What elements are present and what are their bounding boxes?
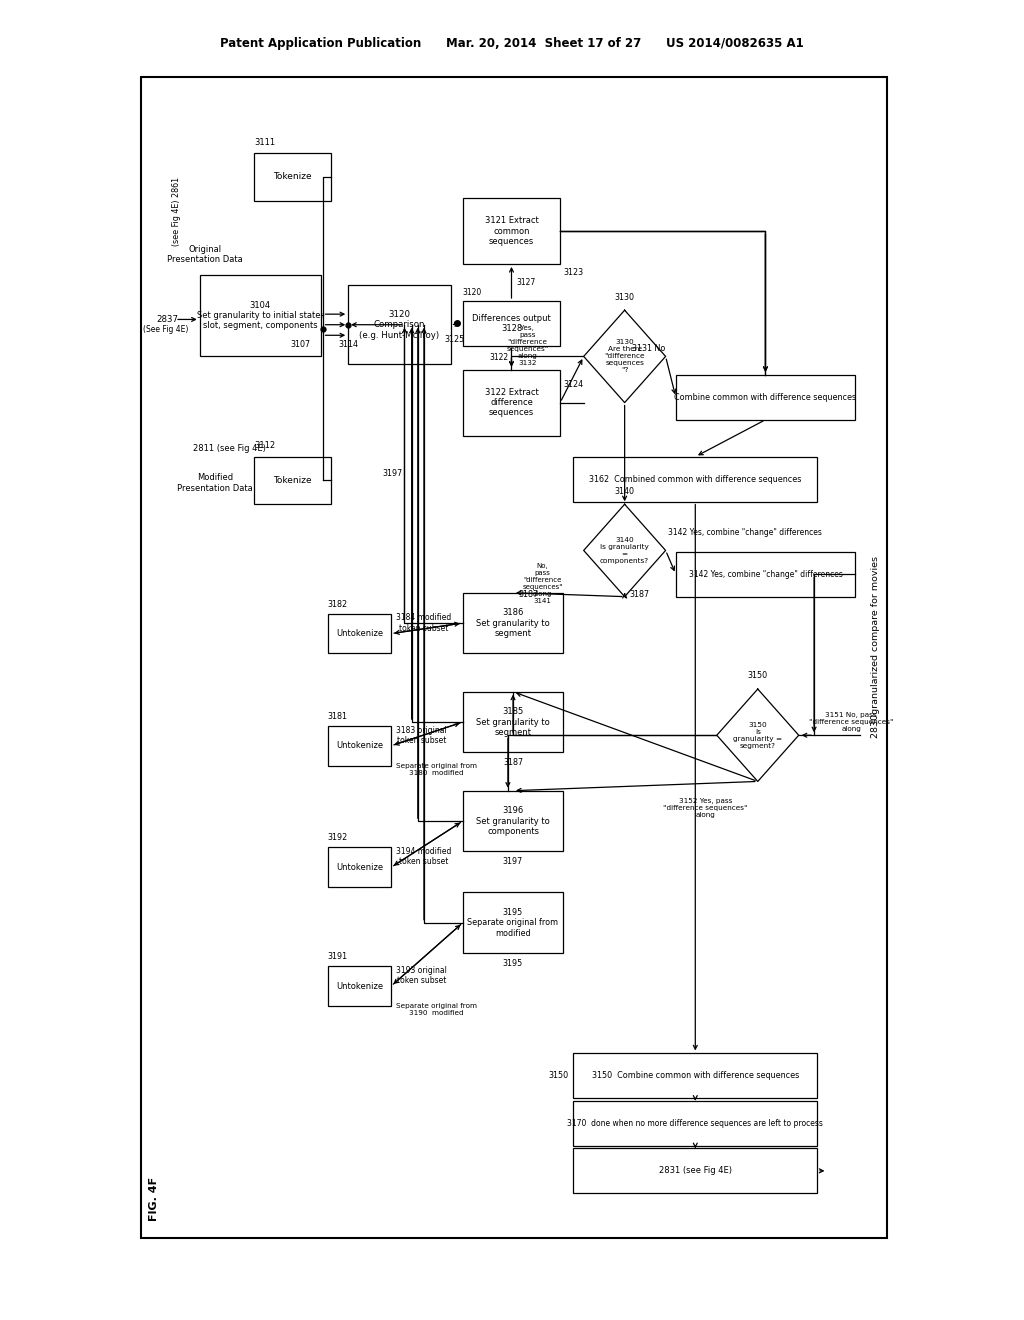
- Bar: [573, 1101, 817, 1146]
- Text: 3112: 3112: [254, 441, 275, 450]
- Text: 2837: 2837: [156, 315, 178, 323]
- Text: 2811 (see Fig 4E): 2811 (see Fig 4E): [193, 445, 265, 453]
- Text: Tokenize: Tokenize: [273, 173, 311, 181]
- Text: 3131 No: 3131 No: [632, 345, 666, 352]
- Text: 3140
Is granularity
=
components?: 3140 Is granularity = components?: [600, 537, 649, 564]
- Text: Untokenize: Untokenize: [336, 982, 383, 990]
- Text: 3125: 3125: [444, 335, 465, 343]
- Text: Separate original from
3190  modified: Separate original from 3190 modified: [396, 1003, 477, 1016]
- Text: 3183 original
token subset: 3183 original token subset: [396, 726, 447, 744]
- Text: Untokenize: Untokenize: [336, 630, 383, 638]
- Text: 3104
Set granularity to initial state:
slot, segment, components: 3104 Set granularity to initial state: s…: [197, 301, 324, 330]
- Text: 3107: 3107: [290, 341, 310, 348]
- Text: 3193 original
token subset: 3193 original token subset: [396, 966, 447, 985]
- Text: 3150
Is
granularity =
segment?: 3150 Is granularity = segment?: [733, 722, 782, 748]
- Bar: [141, 77, 887, 1238]
- Text: Separate original from
3180  modified: Separate original from 3180 modified: [396, 763, 477, 776]
- Text: 3152 Yes, pass
"difference sequences"
along: 3152 Yes, pass "difference sequences" al…: [663, 797, 748, 818]
- Bar: [254, 153, 331, 201]
- Text: 3120
Comparison
(e.g. Hunt-Mcilroy): 3120 Comparison (e.g. Hunt-Mcilroy): [359, 310, 439, 339]
- Text: 3142 Yes, combine "change" differences: 3142 Yes, combine "change" differences: [668, 528, 821, 537]
- Bar: [254, 457, 331, 504]
- Text: 3187: 3187: [503, 759, 523, 767]
- Polygon shape: [717, 689, 799, 781]
- Text: Untokenize: Untokenize: [336, 742, 383, 750]
- Polygon shape: [584, 310, 666, 403]
- Text: 3184 modified
token subset: 3184 modified token subset: [396, 614, 452, 632]
- Bar: [328, 726, 391, 766]
- Bar: [463, 692, 563, 752]
- Bar: [676, 552, 855, 597]
- Text: 3122: 3122: [489, 354, 509, 362]
- Text: Original
Presentation Data: Original Presentation Data: [167, 246, 243, 264]
- Text: (see Fig 4E) 2861: (see Fig 4E) 2861: [172, 177, 180, 246]
- Bar: [200, 275, 321, 356]
- Bar: [328, 847, 391, 887]
- Text: 3123: 3123: [563, 268, 584, 277]
- Text: Modified
Presentation Data: Modified Presentation Data: [177, 474, 253, 492]
- Text: No,
pass
"difference
sequences"
along
3141: No, pass "difference sequences" along 31…: [522, 562, 563, 605]
- Text: 3121 Extract
common
sequences: 3121 Extract common sequences: [484, 216, 539, 246]
- Bar: [463, 301, 560, 346]
- Text: 3151 No, pass
"difference sequences"
along: 3151 No, pass "difference sequences" alo…: [809, 711, 894, 733]
- Bar: [573, 457, 817, 502]
- Bar: [463, 791, 563, 851]
- Text: 3191: 3191: [328, 952, 348, 961]
- Text: 3122 Extract
difference
sequences: 3122 Extract difference sequences: [484, 388, 539, 417]
- Text: 3120: 3120: [463, 288, 482, 297]
- Text: 3182: 3182: [328, 599, 348, 609]
- Text: 3187: 3187: [518, 590, 539, 599]
- Text: 3194 modified
token subset: 3194 modified token subset: [396, 847, 452, 866]
- Text: 3124: 3124: [563, 380, 584, 389]
- Text: 3142 Yes, combine "change" differences: 3142 Yes, combine "change" differences: [688, 570, 843, 578]
- Text: 3197: 3197: [382, 470, 402, 478]
- Text: 3130: 3130: [614, 293, 635, 301]
- Text: Differences output
3128: Differences output 3128: [472, 314, 551, 333]
- Bar: [348, 285, 451, 364]
- Text: 3195
Separate original from
modified: 3195 Separate original from modified: [468, 908, 558, 937]
- Text: 2830granularized compare for movies: 2830granularized compare for movies: [871, 556, 880, 738]
- Text: 3162  Combined common with difference sequences: 3162 Combined common with difference seq…: [589, 475, 802, 483]
- Bar: [573, 1053, 817, 1098]
- Text: 3195: 3195: [503, 960, 523, 968]
- Text: 3111: 3111: [254, 137, 275, 147]
- Bar: [328, 614, 391, 653]
- Bar: [573, 1148, 817, 1193]
- Bar: [463, 892, 563, 953]
- Text: 3130
Are there
"difference
sequences
"?: 3130 Are there "difference sequences "?: [604, 339, 645, 374]
- Bar: [328, 966, 391, 1006]
- Text: Untokenize: Untokenize: [336, 863, 383, 871]
- Text: Combine common with difference sequences: Combine common with difference sequences: [675, 393, 856, 401]
- Text: 3150: 3150: [548, 1072, 568, 1080]
- Text: 3114: 3114: [338, 341, 358, 348]
- Text: 3196
Set granularity to
components: 3196 Set granularity to components: [476, 807, 550, 836]
- Text: 3181: 3181: [328, 711, 348, 721]
- Text: 2831 (see Fig 4E): 2831 (see Fig 4E): [658, 1167, 732, 1175]
- Text: 3150: 3150: [748, 672, 768, 680]
- Text: 3170  done when no more difference sequences are left to process: 3170 done when no more difference sequen…: [567, 1119, 823, 1127]
- Text: Yes,
pass
"difference
sequences"
along
3132: Yes, pass "difference sequences" along 3…: [506, 325, 549, 367]
- Text: 3192: 3192: [328, 833, 348, 842]
- Text: 3185
Set granularity to
segment: 3185 Set granularity to segment: [476, 708, 550, 737]
- Text: 3150  Combine common with difference sequences: 3150 Combine common with difference sequ…: [592, 1072, 799, 1080]
- Text: Patent Application Publication      Mar. 20, 2014  Sheet 17 of 27      US 2014/0: Patent Application Publication Mar. 20, …: [220, 37, 804, 50]
- Text: (See Fig 4E): (See Fig 4E): [143, 326, 188, 334]
- Bar: [463, 198, 560, 264]
- Bar: [463, 593, 563, 653]
- Text: 3186
Set granularity to
segment: 3186 Set granularity to segment: [476, 609, 550, 638]
- Text: 3127: 3127: [516, 279, 536, 286]
- Text: 3197: 3197: [503, 858, 523, 866]
- Text: FIG. 4F: FIG. 4F: [148, 1176, 159, 1221]
- Bar: [676, 375, 855, 420]
- Text: 3140: 3140: [614, 487, 635, 495]
- Bar: [463, 370, 560, 436]
- Text: 3187: 3187: [630, 590, 650, 599]
- Polygon shape: [584, 504, 666, 597]
- Text: Tokenize: Tokenize: [273, 477, 311, 484]
